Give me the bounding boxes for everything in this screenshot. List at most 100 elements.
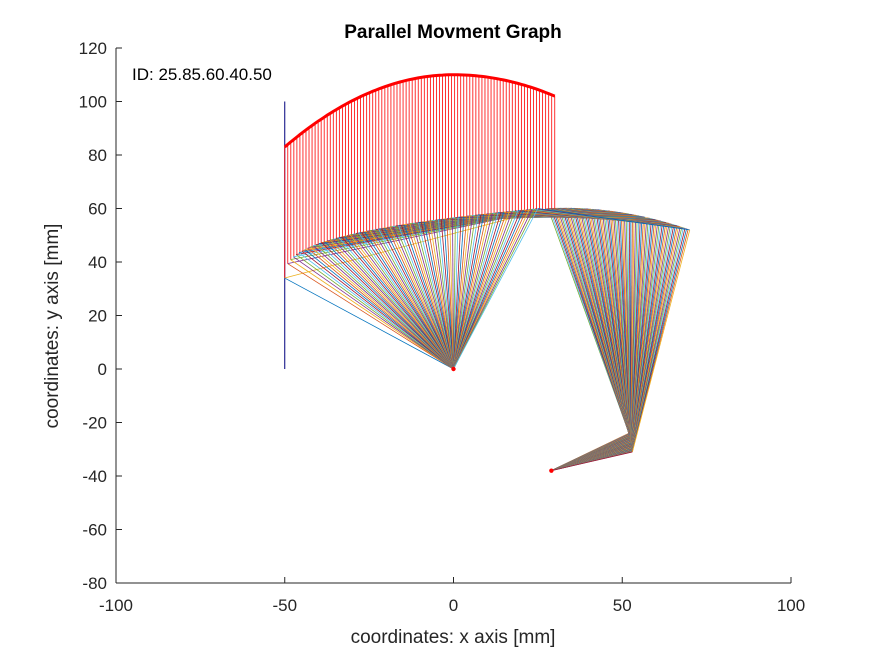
arm-line (409, 223, 454, 370)
arm-line (301, 250, 454, 370)
arm-line (453, 215, 476, 370)
arm-line (453, 216, 462, 370)
arm-line (426, 221, 454, 370)
arm-line (355, 233, 454, 370)
chart-title: Parallel Movment Graph (344, 22, 562, 43)
arm-line (453, 209, 530, 370)
arm-line (429, 220, 454, 370)
id-annotation: ID: 25.85.60.40.50 (132, 65, 272, 84)
y-tick-label: 60 (88, 200, 107, 219)
arm-line (341, 236, 454, 370)
arm-line (366, 230, 454, 370)
arm-line (284, 277, 454, 370)
arm-line (453, 213, 490, 370)
x-tick-label: -100 (99, 596, 133, 615)
arm-line (307, 247, 454, 370)
arm-line (453, 213, 488, 370)
arm-line (412, 223, 454, 370)
arm-line (453, 214, 479, 370)
arm-line (453, 210, 516, 370)
arm-line (383, 227, 454, 370)
arm-line (318, 243, 454, 370)
arm-line (287, 263, 454, 370)
arm-line (352, 233, 454, 370)
arm-line (321, 242, 454, 370)
axes: -100 -50 0 50 100 -80 -60 -40 -20 0 20 40 60 80 100 120 (79, 39, 806, 615)
platform-line (537, 208, 690, 231)
arm-line (453, 211, 510, 370)
arm-line (435, 219, 454, 370)
arm-line (386, 227, 454, 370)
arm-line (437, 219, 454, 370)
arm-line (453, 210, 522, 370)
arm-line (453, 214, 482, 370)
trace-curve (283, 73, 556, 149)
arm-line (432, 220, 454, 370)
arm-line (304, 249, 454, 370)
arm-line (551, 451, 633, 472)
arm-line (327, 240, 454, 370)
arm-line (453, 216, 468, 370)
arm-line (453, 209, 527, 370)
x-tick-label: 0 (449, 596, 458, 615)
arm-line (423, 221, 454, 370)
arm-line (344, 235, 454, 370)
arm-line (332, 238, 454, 370)
arm-line (631, 229, 691, 453)
arm-line (392, 226, 454, 370)
arm-line (372, 229, 454, 370)
y-tick-label: 100 (79, 93, 107, 112)
arm-line (293, 256, 454, 370)
arm-line (338, 237, 454, 370)
y-tick-label: -60 (82, 521, 107, 540)
arm-line (361, 232, 454, 370)
arm-line (453, 208, 539, 370)
arm-line (395, 225, 454, 370)
arm-line (347, 235, 454, 370)
arm-line (453, 212, 496, 370)
arm-line (415, 222, 454, 370)
y-tick-label: 120 (79, 39, 107, 58)
plot-area (283, 73, 691, 473)
arm-line (389, 226, 454, 370)
arm-line (453, 211, 505, 370)
x-axis-label: coordinates: x axis [mm] (351, 627, 556, 648)
arm-line (453, 210, 519, 370)
arm-line (418, 222, 454, 370)
arm-line (453, 210, 513, 370)
y-tick-label: 40 (88, 253, 107, 272)
arm-line (453, 215, 471, 370)
x-tick-label: 100 (777, 596, 805, 615)
arm-line (453, 217, 459, 370)
arm-line (449, 218, 454, 370)
arm-line (381, 228, 454, 370)
arm-line (398, 225, 454, 370)
arm-line (329, 239, 454, 370)
arm-line (440, 219, 454, 370)
y-tick-label: -20 (82, 414, 107, 433)
arm-line (349, 234, 454, 370)
arm-line (315, 244, 454, 370)
arm-line (375, 229, 454, 370)
arm-line (453, 212, 499, 370)
x-tick-label: -50 (272, 596, 297, 615)
arm-line (406, 224, 454, 370)
arm-line (403, 224, 454, 370)
y-tick-label: 0 (98, 360, 107, 379)
arm-line (452, 217, 454, 370)
arm-line (443, 218, 454, 370)
y-tick-label: -80 (82, 574, 107, 593)
arm-line (446, 218, 454, 370)
y-tick-label: 20 (88, 307, 107, 326)
y-tick-label: -40 (82, 467, 107, 486)
arm-line (298, 252, 454, 370)
arm-line (453, 216, 465, 370)
arm-line (400, 224, 454, 370)
arm-line (453, 208, 533, 370)
arm-line (310, 246, 454, 370)
arm-line (335, 238, 454, 370)
pivot-point (451, 366, 456, 372)
arm-line (290, 259, 454, 370)
y-axis-label: coordinates: y axis [mm] (42, 224, 63, 429)
arm-line (453, 217, 456, 370)
